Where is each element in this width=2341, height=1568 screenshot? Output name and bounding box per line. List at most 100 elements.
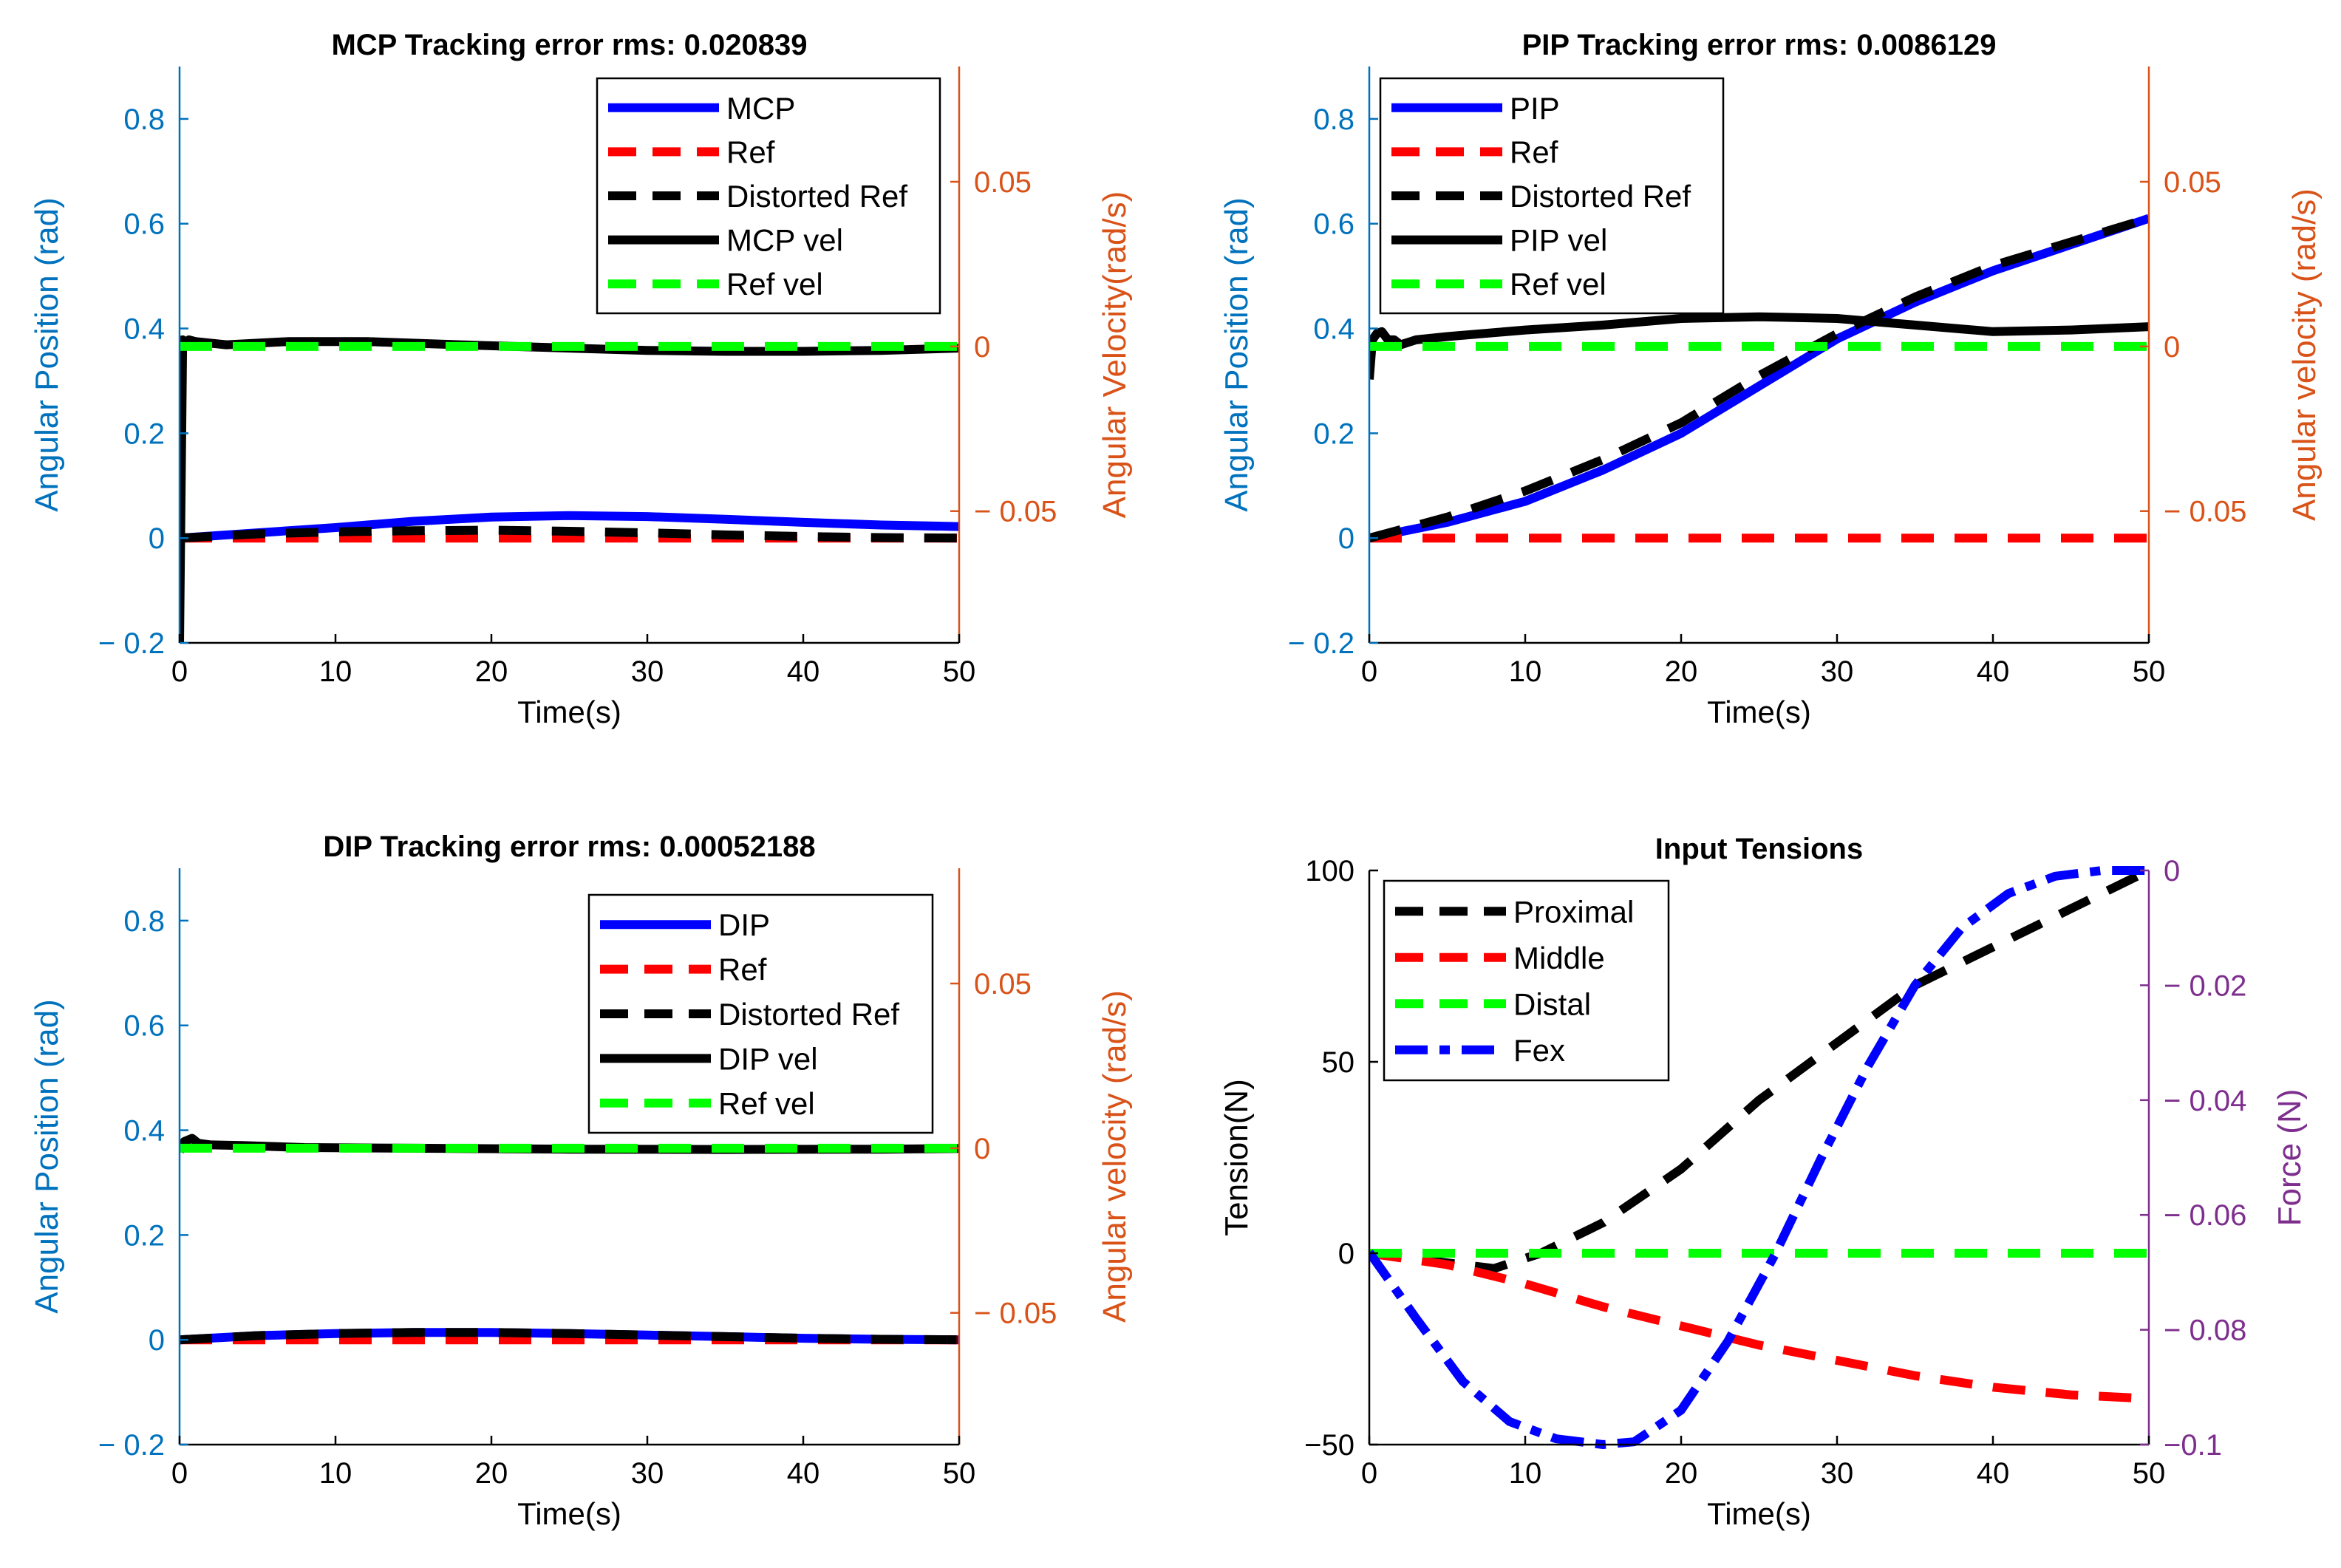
x-tick-label: 20 — [475, 1457, 508, 1490]
legend-label: Ref vel — [718, 1086, 815, 1121]
x-tick-label: 30 — [631, 655, 664, 688]
x-tick-label: 50 — [2133, 1457, 2166, 1490]
y-tick-label: 0.4 — [1313, 313, 1354, 346]
legend-label: Distorted Ref — [718, 997, 899, 1032]
series-line-proximal — [1369, 866, 2149, 1273]
y-tick-label: 50 — [1322, 1046, 1355, 1079]
legend-label: Distorted Ref — [726, 179, 907, 214]
legend-label: Proximal — [1513, 894, 1634, 929]
legend: MCP Ref Distorted Ref MCP vel Ref vel — [596, 77, 941, 315]
y2-axis-label: Angular Velocity(rad/s) — [1097, 191, 1133, 519]
series-group — [1369, 866, 2149, 1449]
y2-tick-label: − 0.05 — [974, 1298, 1057, 1330]
legend-label: Ref — [726, 134, 775, 169]
legend: Proximal Middle Distal Fex — [1383, 879, 1670, 1082]
legend-label: Distal — [1513, 986, 1591, 1021]
series-group — [1369, 214, 2149, 543]
x-tick-label: 40 — [1977, 1457, 2010, 1490]
y2-tick-label: 0 — [2164, 331, 2180, 364]
y-tick-label: − 0.2 — [1288, 627, 1354, 660]
x-tick-label: 10 — [1509, 1457, 1542, 1490]
y-tick-label: 100 — [1305, 855, 1354, 887]
legend-label: Fex — [1513, 1033, 1565, 1068]
series-line-distorted-ref — [180, 525, 959, 543]
y-tick-label: 0 — [149, 522, 165, 555]
x-tick-label: 10 — [319, 1457, 352, 1490]
y2-axis-label: Force (N) — [2272, 1089, 2308, 1227]
x-tick-label: 50 — [943, 1457, 976, 1490]
y2-tick-label: − 0.05 — [974, 496, 1057, 528]
x-axis-label: Time(s) — [517, 695, 621, 729]
y-tick-label: 0.4 — [123, 313, 165, 346]
y-tick-label: 0.8 — [123, 103, 165, 136]
legend-label: Middle — [1513, 941, 1605, 975]
legend-label: PIP vel — [1510, 223, 1607, 258]
legend-label: MCP — [726, 91, 795, 126]
x-tick-label: 10 — [319, 655, 352, 688]
x-tick-label: 0 — [1361, 655, 1377, 688]
legend-label: Ref — [1510, 134, 1558, 169]
chart-title: PIP Tracking error rms: 0.0086129 — [1522, 29, 1997, 61]
x-tick-label: 20 — [1665, 655, 1698, 688]
y2-tick-label: 0.05 — [974, 166, 1032, 199]
y-axis-label: Angular Position (rad) — [29, 999, 65, 1314]
y-tick-label: 0.6 — [123, 1010, 165, 1043]
y2-tick-label: − 0.05 — [2164, 496, 2246, 528]
y-tick-label: 0.2 — [123, 417, 165, 450]
y2-tick-label: 0.05 — [974, 968, 1032, 1001]
y2-tick-label: 0.05 — [2164, 166, 2221, 199]
chart-panel-pip: PIP Tracking error rms: 0.0086129 0 10 20 30… — [1219, 29, 2323, 729]
x-tick-label: 30 — [1821, 655, 1854, 688]
y-tick-label: 0 — [149, 1324, 165, 1357]
x-tick-label: 40 — [1977, 655, 2010, 688]
x-tick-label: 0 — [171, 655, 188, 688]
legend-label: Ref vel — [1510, 267, 1606, 301]
y-tick-label: 0.2 — [123, 1219, 165, 1252]
y2-tick-label: −0.1 — [2164, 1429, 2222, 1462]
series-line-distorted-ref — [180, 1328, 959, 1345]
y-tick-label: −50 — [1304, 1429, 1354, 1462]
x-tick-label: 30 — [1821, 1457, 1854, 1490]
chart-panel-mcp: MCP Tracking error rms: 0.020839 0 10 20 30 4… — [29, 29, 1133, 729]
x-tick-label: 0 — [1361, 1457, 1377, 1490]
y2-tick-label: − 0.02 — [2164, 969, 2246, 1002]
y2-tick-label: 0 — [974, 1133, 990, 1165]
y-axis-label: Angular Position (rad) — [29, 197, 65, 512]
y-tick-label: 0.8 — [123, 905, 165, 938]
x-tick-label: 40 — [787, 1457, 820, 1490]
series-line-pip-vel — [1369, 312, 2149, 380]
x-tick-label: 20 — [1665, 1457, 1698, 1490]
legend: PIP Ref Distorted Ref PIP vel Ref vel — [1379, 77, 1725, 315]
legend-label: Distorted Ref — [1510, 179, 1691, 214]
y-tick-label: 0 — [1338, 1238, 1354, 1270]
series-line-dip-vel — [180, 1134, 959, 1154]
y-tick-label: − 0.2 — [98, 1429, 165, 1462]
series-group — [180, 1134, 959, 1345]
legend-label: DIP vel — [718, 1041, 818, 1076]
x-tick-label: 50 — [943, 655, 976, 688]
chart-title: MCP Tracking error rms: 0.020839 — [331, 29, 807, 61]
legend: DIP Ref Distorted Ref DIP vel Ref vel — [587, 893, 934, 1134]
series-group — [180, 335, 959, 644]
y2-tick-label: − 0.06 — [2164, 1199, 2246, 1232]
y-tick-label: 0.2 — [1313, 417, 1354, 450]
y2-axis-label: Angular velocity (rad/s) — [1097, 990, 1133, 1323]
y2-axis-label: Angular velocity (rad/s) — [2286, 188, 2323, 521]
x-tick-label: 20 — [475, 655, 508, 688]
legend-label: DIP — [718, 907, 770, 942]
x-tick-label: 30 — [631, 1457, 664, 1490]
y-axis-label: Angular Position (rad) — [1219, 197, 1255, 512]
series-line-middle — [1369, 1249, 2149, 1403]
x-axis-label: Time(s) — [517, 1496, 621, 1531]
x-tick-label: 50 — [2133, 655, 2166, 688]
y2-tick-label: 0 — [2164, 855, 2180, 887]
y-tick-label: − 0.2 — [98, 627, 165, 660]
x-axis-label: Time(s) — [1707, 695, 1811, 729]
y-tick-label: 0.6 — [1313, 208, 1354, 241]
series-line-distorted-ref — [1369, 214, 2149, 542]
chart-panel-dip: DIP Tracking error rms: 0.00052188 0 10 20 3… — [29, 831, 1133, 1531]
legend-label: Ref vel — [726, 267, 823, 301]
legend-label: Ref — [718, 952, 767, 987]
